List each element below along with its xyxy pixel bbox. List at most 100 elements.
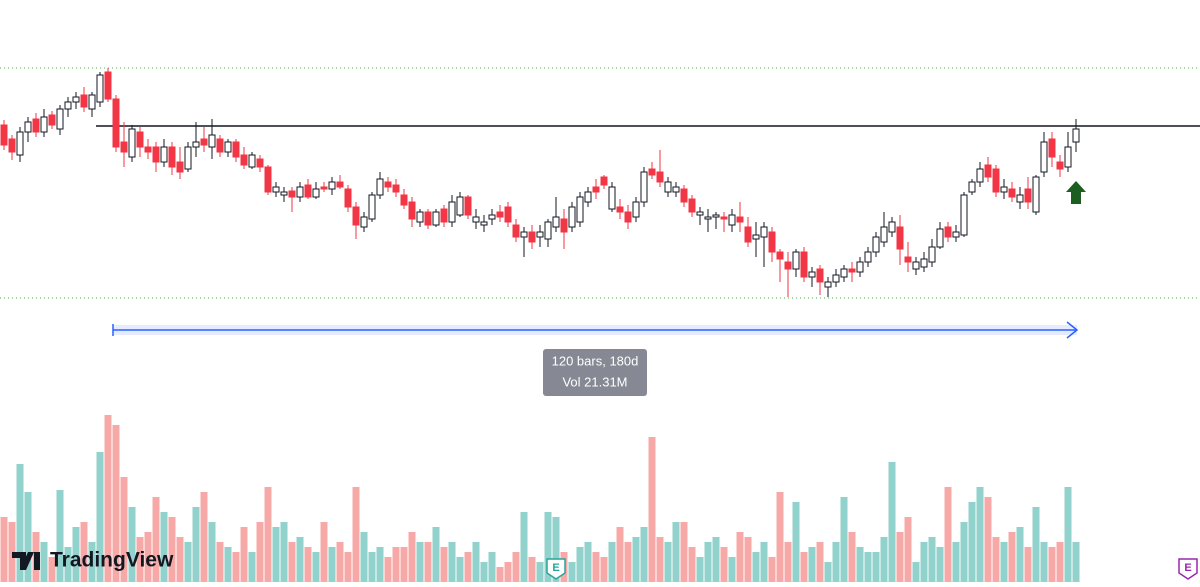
candle-body [888, 221, 896, 233]
volume-bar [752, 552, 760, 582]
candle-body [328, 181, 336, 190]
candle-body [408, 201, 416, 220]
candle-body [152, 146, 160, 163]
signal-arrow [1066, 181, 1086, 204]
candle-body [112, 98, 120, 148]
volume-bar [272, 527, 280, 582]
candle-body [216, 138, 224, 153]
volume-bar [992, 537, 1000, 582]
volume-bar [776, 492, 784, 582]
candle-body [272, 186, 280, 193]
event-marker[interactable]: E [546, 558, 566, 580]
volume-bar [768, 557, 776, 582]
candle-body [320, 186, 328, 190]
volume-bar [1024, 547, 1032, 582]
candle-body [312, 188, 320, 198]
event-label: E [552, 562, 559, 574]
candle-body [688, 198, 696, 213]
candle-body [8, 138, 16, 153]
volume-bar [160, 512, 168, 582]
candle-body [200, 138, 208, 146]
volume-layer [0, 415, 1080, 582]
volume-bar [496, 567, 504, 582]
volume-bar [856, 547, 864, 582]
volume-bar [416, 542, 424, 582]
volume-bar [648, 437, 656, 582]
volume-bar [40, 542, 48, 582]
candle-body [288, 190, 296, 198]
candle-body [256, 158, 264, 168]
candle-body [912, 261, 920, 270]
candle-body [816, 268, 824, 283]
volume-bar [24, 492, 32, 582]
candle-body [368, 194, 376, 220]
candle-body [240, 154, 248, 166]
volume-bar [320, 522, 328, 582]
volume-bar [664, 542, 672, 582]
volume-bar [944, 487, 952, 582]
volume-bar [360, 532, 368, 582]
candle-body [32, 118, 40, 133]
candle-body [640, 171, 648, 203]
volume-bar [784, 542, 792, 582]
candle-body [88, 94, 96, 110]
volume-bar [928, 537, 936, 582]
candle-body [752, 234, 760, 240]
volume-bar [456, 557, 464, 582]
candle-body [48, 114, 56, 126]
candle-body [936, 228, 944, 248]
volume-bar [104, 415, 112, 582]
candle-body [352, 206, 360, 226]
candle-body [512, 224, 520, 238]
volume-bar [312, 552, 320, 582]
candle-body [416, 211, 424, 223]
volume-bar [488, 552, 496, 582]
candle-body [800, 251, 808, 278]
candle-body [1024, 188, 1032, 203]
candle-body [64, 101, 72, 110]
volume-bar [632, 537, 640, 582]
volume-bar [584, 542, 592, 582]
volume-bar [888, 462, 896, 582]
volume-bar [736, 532, 744, 582]
candle-body [536, 231, 544, 238]
candle-body [520, 231, 528, 238]
volume-bar [872, 552, 880, 582]
candle-body [400, 194, 408, 206]
volume-bar [328, 547, 336, 582]
candle-body [608, 186, 616, 210]
volume-bar [304, 547, 312, 582]
volume-bar [536, 562, 544, 582]
volume-bar [792, 502, 800, 582]
candle-body [424, 211, 432, 226]
volume-bar [720, 547, 728, 582]
volume-bar [920, 542, 928, 582]
volume-bar [400, 547, 408, 582]
candle-body [792, 251, 800, 270]
volume-bar [16, 464, 24, 582]
candle-body [304, 184, 312, 198]
candle-body [976, 168, 984, 183]
candle-body [672, 186, 680, 193]
candle-body [1000, 186, 1008, 193]
volume-bar [144, 532, 152, 582]
volume-bar [984, 497, 992, 582]
volume-bar [552, 517, 560, 582]
volume-bar [1000, 542, 1008, 582]
volume-bar [864, 552, 872, 582]
event-marker[interactable]: E [1178, 558, 1198, 580]
volume-bar [592, 552, 600, 582]
candle-body [704, 216, 712, 220]
volume-bar [384, 557, 392, 582]
event-label: E [1184, 562, 1191, 574]
candle-body [528, 231, 536, 243]
logo[interactable]: TradingView [12, 549, 174, 572]
volume-bar [392, 547, 400, 582]
candle-body [840, 268, 848, 278]
candle-body [488, 214, 496, 220]
volume-bar [296, 537, 304, 582]
volume-bar [128, 507, 136, 582]
volume-bar [256, 522, 264, 582]
volume-bar [832, 542, 840, 582]
candle-body [600, 176, 608, 186]
